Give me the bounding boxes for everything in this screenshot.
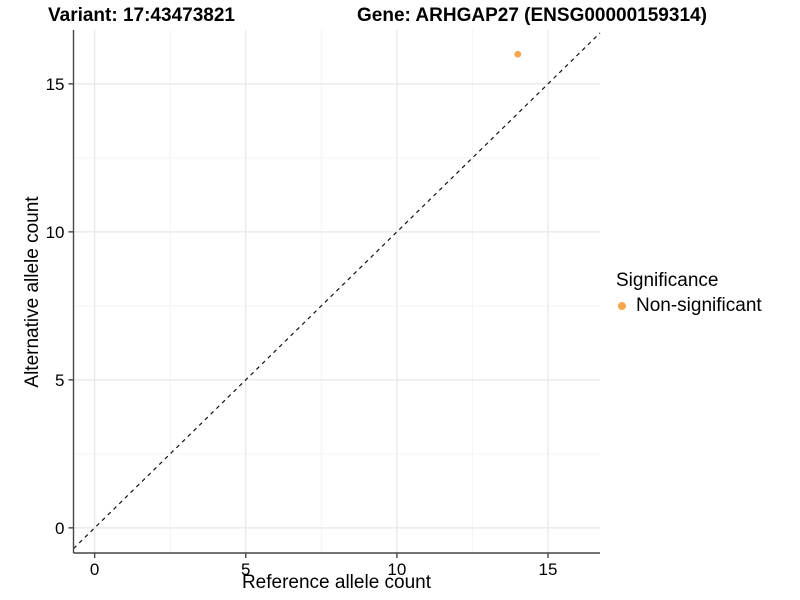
variant-title: Variant: 17:43473821 xyxy=(48,5,235,26)
x-tick-label: 10 xyxy=(387,560,406,579)
gene-title: Gene: ARHGAP27 (ENSG00000159314) xyxy=(357,5,707,26)
data-point xyxy=(514,50,522,58)
x-axis-title: Reference allele count xyxy=(241,572,432,593)
legend-point-swatch xyxy=(618,302,626,310)
legend-title: Significance xyxy=(616,270,719,291)
x-tick-label: 5 xyxy=(241,560,250,579)
y-axis-title: Alternative allele count xyxy=(22,196,43,388)
legend: Significance Non-significant xyxy=(616,270,762,317)
y-tick-label: 15 xyxy=(46,75,65,94)
legend-item: Non-significant xyxy=(616,295,762,317)
x-tick-label: 0 xyxy=(90,560,99,579)
identity-dashed-line xyxy=(73,32,601,549)
legend-item-label: Non-significant xyxy=(636,295,762,316)
y-tick-label: 5 xyxy=(55,371,64,390)
y-tick-label: 0 xyxy=(55,519,64,538)
y-tick-label: 10 xyxy=(46,223,65,242)
x-tick-label: 15 xyxy=(539,560,558,579)
